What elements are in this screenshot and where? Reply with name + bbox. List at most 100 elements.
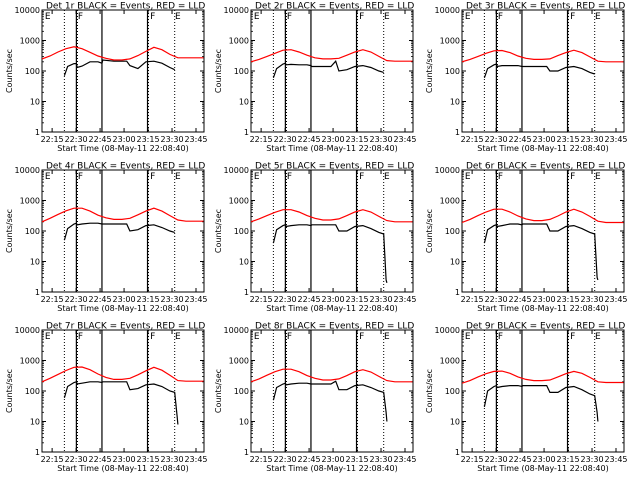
x-tick-label: 23:45 — [393, 455, 416, 464]
x-tick-label: 23:45 — [393, 135, 416, 144]
y-tick-label: 10000 — [15, 6, 40, 15]
panel-title: Det 6r BLACK = Events, RED = LLD — [466, 162, 625, 172]
y-tick-label: 10 — [450, 98, 460, 107]
panel-title: Det 9r BLACK = Events, RED = LLD — [466, 322, 625, 332]
events-series-line — [272, 380, 388, 422]
x-tick-label: 22:15 — [250, 455, 273, 464]
events-series-line — [63, 222, 175, 241]
flare-end-marker: E — [45, 332, 51, 342]
x-tick-label: 23:30 — [160, 455, 183, 464]
panel-title: Det 8r BLACK = Events, RED = LLD — [255, 322, 414, 332]
x-tick-label: 23:00 — [533, 135, 556, 144]
flare-start-marker: F — [287, 172, 292, 182]
flare-end-marker: E — [384, 332, 390, 342]
y-axis-label: Counts/sec — [214, 209, 223, 253]
flare-start-marker: F — [150, 12, 155, 22]
x-tick-label: 23:45 — [184, 295, 207, 304]
y-tick-label: 10000 — [224, 326, 249, 335]
x-tick-label: 23:15 — [557, 455, 580, 464]
flare-start-marker: F — [287, 12, 292, 22]
flare-end-marker: E — [254, 12, 260, 22]
x-tick-label: 23:15 — [557, 295, 580, 304]
lld-series-line — [462, 370, 624, 384]
flare-start-marker: F — [359, 332, 364, 342]
x-axis-label: Start Time (08-May-11 22:08:40) — [266, 304, 397, 313]
x-tick-label: 23:30 — [580, 295, 603, 304]
lld-series-line — [251, 368, 413, 383]
y-tick-label: 1000 — [229, 197, 249, 206]
panel-title: Det 3r BLACK = Events, RED = LLD — [466, 2, 625, 12]
x-tick-label: 23:30 — [160, 295, 183, 304]
y-tick-label: 1000 — [229, 37, 249, 46]
flare-end-marker: E — [384, 12, 390, 22]
y-tick-label: 10000 — [224, 166, 249, 175]
x-tick-label: 23:30 — [580, 455, 603, 464]
x-tick-label: 22:45 — [298, 135, 321, 144]
x-axis-label: Start Time (08-May-11 22:08:40) — [266, 144, 397, 153]
x-tick-label: 23:45 — [184, 135, 207, 144]
y-tick-label: 10000 — [15, 326, 40, 335]
y-tick-label: 10 — [239, 258, 249, 267]
x-tick-label: 23:45 — [184, 455, 207, 464]
y-tick-label: 10 — [30, 98, 40, 107]
panel-title: Det 5r BLACK = Events, RED = LLD — [255, 162, 414, 172]
panel-5: Det 5r BLACK = Events, RED = LLD 1 10 100 10… — [214, 162, 417, 314]
y-tick-label: 1000 — [20, 197, 40, 206]
events-series-line — [63, 59, 175, 76]
flare-start-marker: F — [498, 332, 503, 342]
flare-end-marker: E — [45, 172, 51, 182]
flare-start-marker: F — [150, 172, 155, 182]
plot-frame — [250, 169, 414, 293]
y-tick-label: 10 — [239, 98, 249, 107]
flare-end-marker: E — [465, 12, 471, 22]
x-axis-label: Start Time (08-May-11 22:08:40) — [477, 464, 608, 473]
y-tick-label: 100 — [25, 227, 40, 236]
plot-frame — [461, 169, 625, 293]
flare-start-marker: F — [150, 332, 155, 342]
flare-start-marker: F — [359, 172, 364, 182]
y-tick-label: 10000 — [435, 166, 460, 175]
events-series-line — [63, 381, 179, 425]
x-tick-label: 22:15 — [461, 455, 484, 464]
lld-series-line — [251, 209, 413, 223]
flare-start-marker: F — [359, 12, 364, 22]
x-axis-label: Start Time (08-May-11 22:08:40) — [477, 304, 608, 313]
x-axis-label: Start Time (08-May-11 22:08:40) — [57, 464, 188, 473]
flare-end-marker: E — [465, 332, 471, 342]
flare-end-marker: E — [175, 332, 181, 342]
flare-start-marker: F — [287, 332, 292, 342]
x-tick-label: 22:45 — [89, 455, 112, 464]
y-axis-label: Counts/sec — [5, 49, 14, 93]
y-tick-label: 1000 — [440, 37, 460, 46]
x-tick-label: 23:45 — [604, 455, 627, 464]
panel-9: Det 9r BLACK = Events, RED = LLD 1 10 100 10… — [425, 322, 628, 474]
y-tick-label: 10 — [239, 418, 249, 427]
x-tick-label: 22:30 — [65, 135, 88, 144]
panel-1: Det 1r BLACK = Events, RED = LLD 1 10 100 10… — [5, 2, 208, 154]
x-tick-label: 22:30 — [274, 135, 297, 144]
panel-title: Det 1r BLACK = Events, RED = LLD — [46, 2, 205, 12]
x-tick-label: 22:15 — [41, 135, 64, 144]
x-tick-label: 23:30 — [160, 135, 183, 144]
y-axis-label: Counts/sec — [5, 369, 14, 413]
flare-end-marker: E — [45, 12, 51, 22]
y-tick-label: 100 — [445, 387, 460, 396]
y-axis-label: Counts/sec — [425, 209, 434, 253]
y-tick-label: 10000 — [435, 326, 460, 335]
x-tick-label: 22:45 — [509, 295, 532, 304]
flare-start-marker: F — [78, 332, 83, 342]
flare-end-marker: E — [175, 12, 181, 22]
x-tick-label: 22:15 — [250, 295, 273, 304]
x-tick-label: 23:15 — [137, 295, 160, 304]
y-tick-label: 100 — [25, 67, 40, 76]
x-tick-label: 22:30 — [485, 455, 508, 464]
x-tick-label: 23:00 — [322, 295, 345, 304]
y-tick-label: 1 — [35, 288, 40, 297]
flare-end-marker: E — [595, 12, 601, 22]
lld-series-line — [42, 366, 204, 383]
x-tick-label: 23:45 — [604, 135, 627, 144]
y-tick-label: 100 — [234, 67, 249, 76]
x-tick-label: 23:15 — [557, 135, 580, 144]
y-tick-label: 1 — [455, 288, 460, 297]
y-tick-label: 1 — [35, 448, 40, 457]
